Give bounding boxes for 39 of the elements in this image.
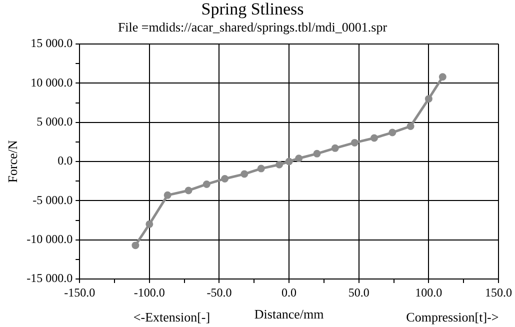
point <box>424 95 432 103</box>
chart-subtitle: File =mdids://acar_shared/springs.tbl/mdi_0001.spr <box>118 20 388 35</box>
x-tick-label: -100.0 <box>134 285 165 300</box>
text: Compression[t]-> <box>406 309 499 324</box>
point <box>184 186 192 194</box>
y-tick-label: 10 000.0 <box>30 75 73 90</box>
point <box>350 138 358 146</box>
x-tick-label: 150.0 <box>485 285 512 300</box>
chart-title: Spring Stliness <box>201 0 304 19</box>
y-axis-title: Force/N <box>5 140 20 183</box>
point <box>257 164 265 172</box>
x-tick-label: 0.0 <box>282 285 297 300</box>
point <box>295 154 303 162</box>
point <box>221 174 229 182</box>
y-tick-label: -5 000.0 <box>32 192 73 207</box>
point <box>331 144 339 152</box>
point <box>240 170 248 178</box>
x-tick-label: -50.0 <box>206 285 232 300</box>
point <box>164 191 172 199</box>
point <box>146 220 154 228</box>
point <box>313 150 321 158</box>
y-tick-label: 15 000.0 <box>30 36 73 50</box>
point <box>438 73 446 81</box>
y-tick-label: -15 000.0 <box>26 271 73 286</box>
point <box>132 242 140 250</box>
point <box>406 122 414 130</box>
point <box>276 160 284 168</box>
y-tick-label: 0.0 <box>58 154 73 168</box>
point <box>388 128 396 136</box>
x-axis-title: Distance/mm <box>254 306 324 322</box>
point <box>285 158 293 166</box>
x-tick-label: 100.0 <box>415 285 442 300</box>
x-tick-label: -150.0 <box>64 285 96 300</box>
point <box>202 180 210 188</box>
text: <-Extension[-] <box>133 309 210 324</box>
x-tick-label: 50.0 <box>348 285 370 300</box>
y-tick-label: -10 000.0 <box>26 232 73 246</box>
point <box>370 134 378 142</box>
y-tick-label: 5 000.0 <box>36 114 73 128</box>
